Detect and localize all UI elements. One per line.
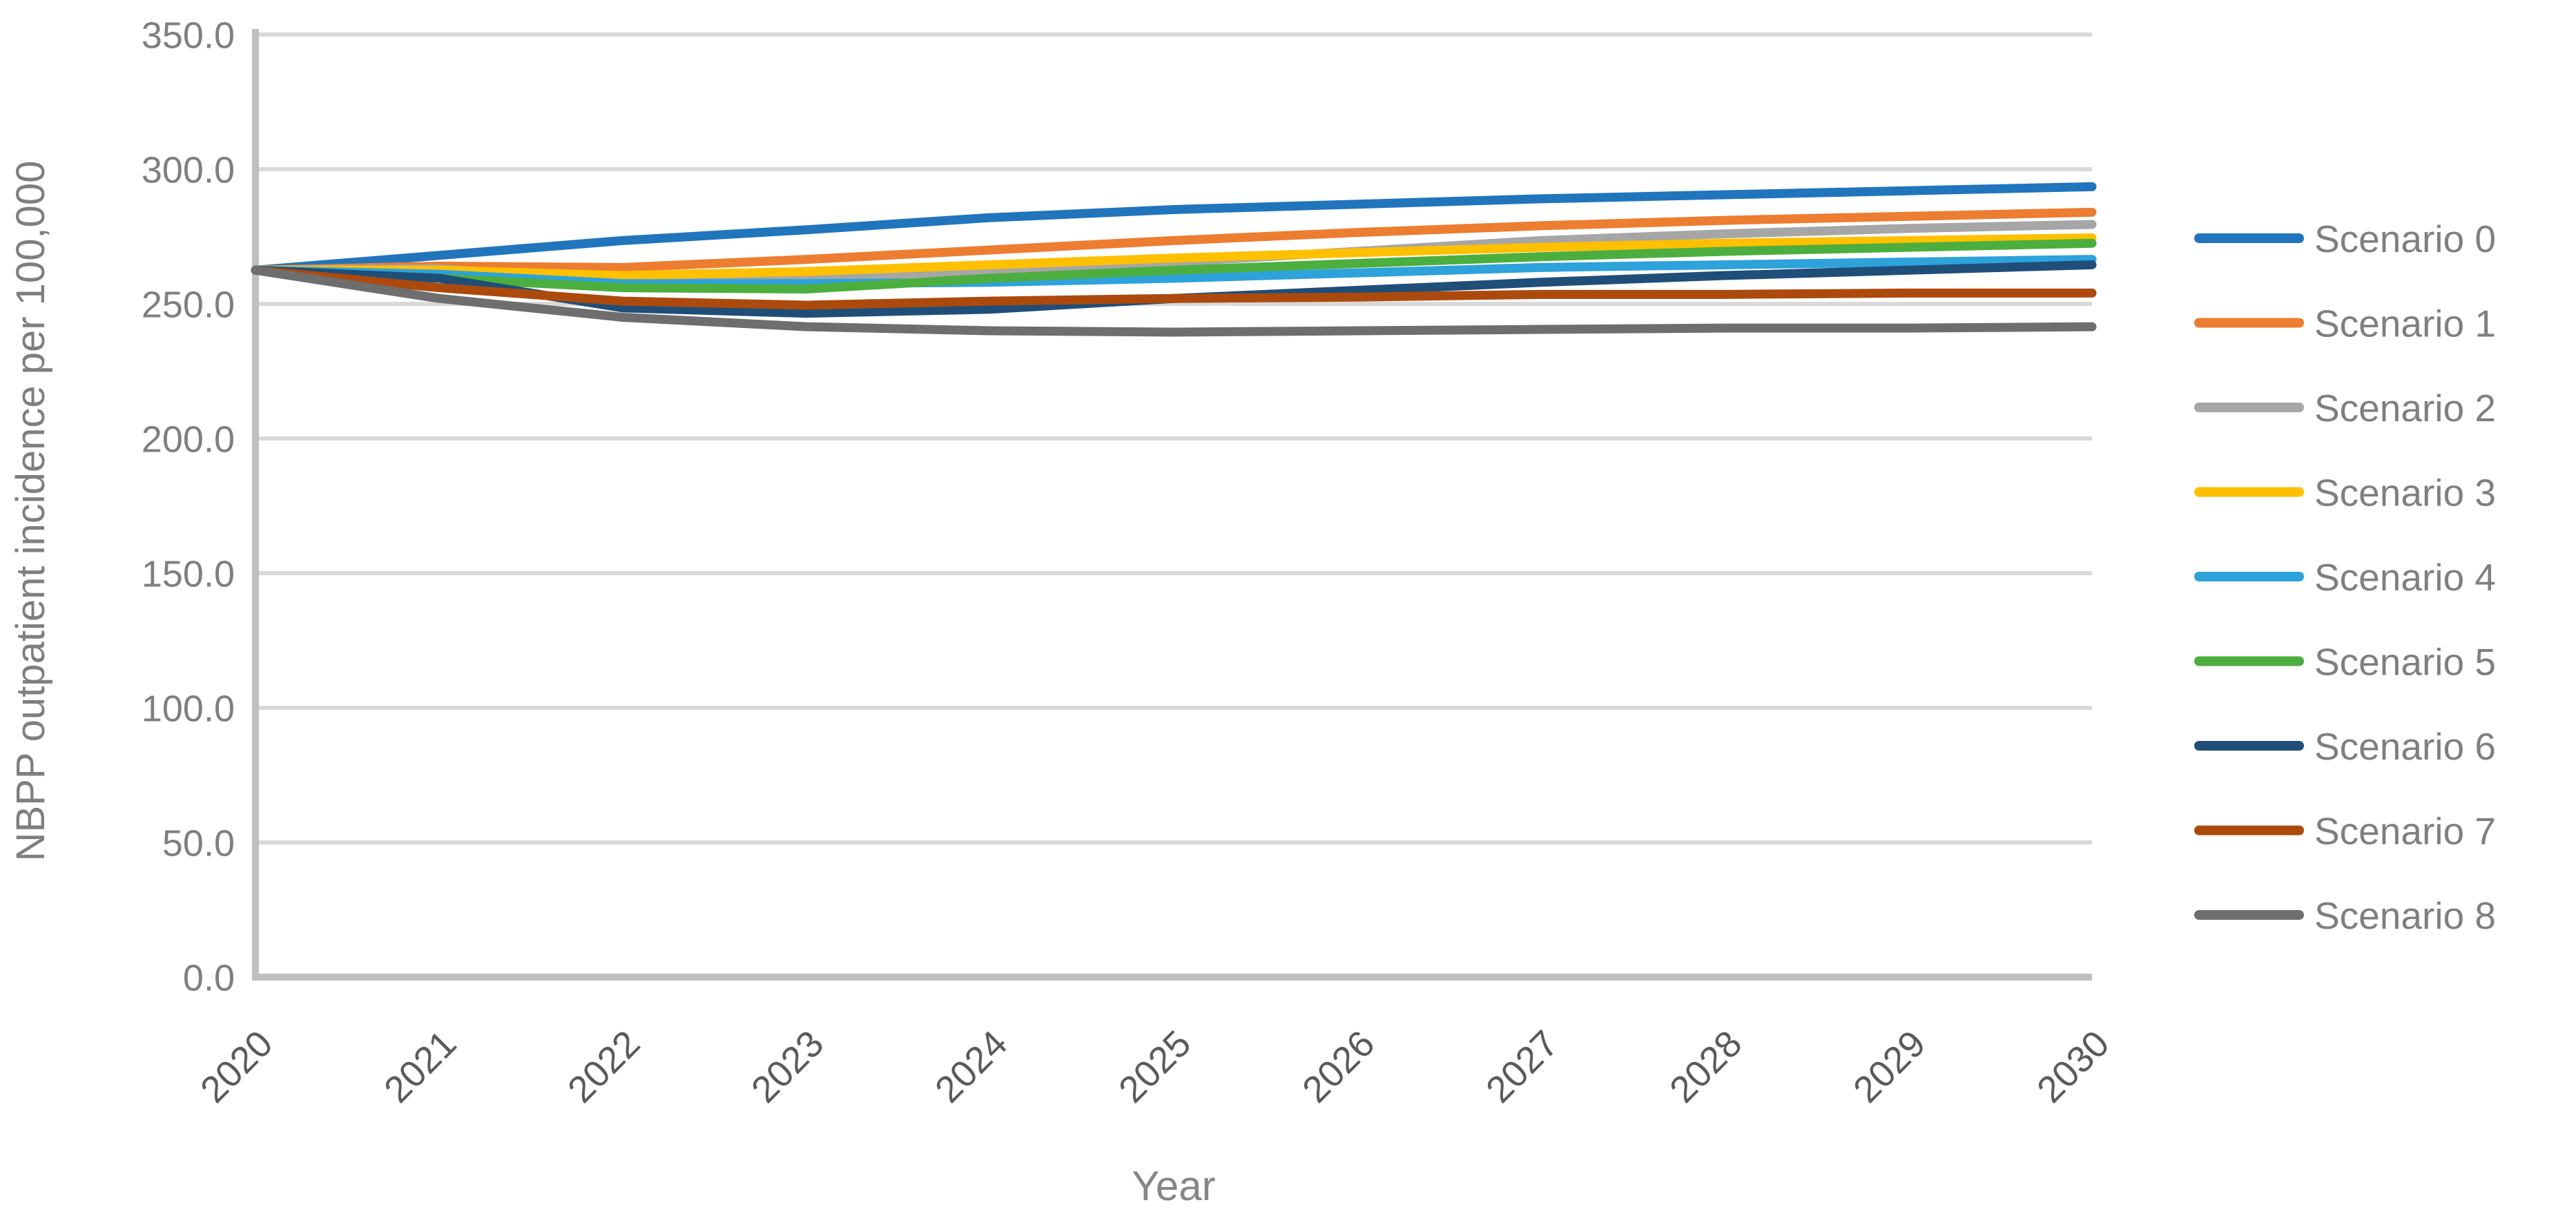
legend-label: Scenario 7: [2314, 809, 2496, 852]
legend-item-scenario-6: Scenario 6: [2194, 725, 2496, 768]
x-tick-label: 2023: [744, 1023, 831, 1110]
legend-label: Scenario 4: [2314, 556, 2496, 599]
legend-label: Scenario 5: [2314, 640, 2496, 683]
legend-item-scenario-4: Scenario 4: [2194, 556, 2496, 599]
x-axis-title: Year: [1132, 1163, 1215, 1209]
x-tick-label: 2029: [1846, 1023, 1933, 1110]
legend-item-scenario-3: Scenario 3: [2194, 471, 2496, 514]
legend-item-scenario-7: Scenario 7: [2194, 809, 2496, 852]
x-tick-label: 2020: [193, 1023, 280, 1110]
legend-label: Scenario 0: [2314, 218, 2496, 260]
legend-item-scenario-8: Scenario 8: [2194, 894, 2496, 937]
legend-item-scenario-5: Scenario 5: [2194, 640, 2496, 683]
x-tick-label: 2021: [376, 1023, 464, 1110]
legend-label: Scenario 1: [2314, 302, 2496, 345]
y-tick-label: 250.0: [142, 284, 235, 325]
series-line-scenario-0: [251, 182, 2097, 275]
y-tick-label: 350.0: [142, 15, 235, 56]
x-tick-label: 2026: [1295, 1023, 1382, 1110]
x-tick-label: 2022: [560, 1023, 648, 1110]
x-tick-label: 2027: [1478, 1023, 1566, 1110]
legend-label: Scenario 6: [2314, 725, 2496, 768]
y-tick-label: 50.0: [162, 822, 235, 864]
y-tick-label: 300.0: [142, 149, 235, 191]
y-tick-label: 100.0: [142, 688, 235, 729]
series-line-scenario-3: [251, 233, 2097, 280]
legend-item-scenario-2: Scenario 2: [2194, 387, 2496, 430]
y-tick-label: 150.0: [142, 553, 235, 595]
series-line-scenario-7: [251, 265, 2097, 310]
x-tick-label: 2024: [927, 1023, 1015, 1110]
legend-label: Scenario 2: [2314, 387, 2496, 430]
series-line-scenario-1: [251, 207, 2097, 275]
y-tick-label: 200.0: [142, 418, 235, 460]
x-tick-label: 2028: [1662, 1023, 1750, 1110]
legend-label: Scenario 3: [2314, 471, 2496, 514]
x-tick-label: 2030: [2029, 1023, 2117, 1110]
legend-item-scenario-1: Scenario 1: [2194, 302, 2496, 345]
legend-item-scenario-0: Scenario 0: [2194, 218, 2496, 260]
series-line-scenario-5: [251, 238, 2097, 294]
y-axis-title: NBPP outpatient incidence per 100,000: [8, 161, 53, 862]
series-line-scenario-8: [251, 265, 2097, 337]
legend-label: Scenario 8: [2314, 894, 2496, 937]
x-tick-label: 2025: [1111, 1023, 1199, 1110]
y-tick-label: 0.0: [183, 957, 235, 999]
